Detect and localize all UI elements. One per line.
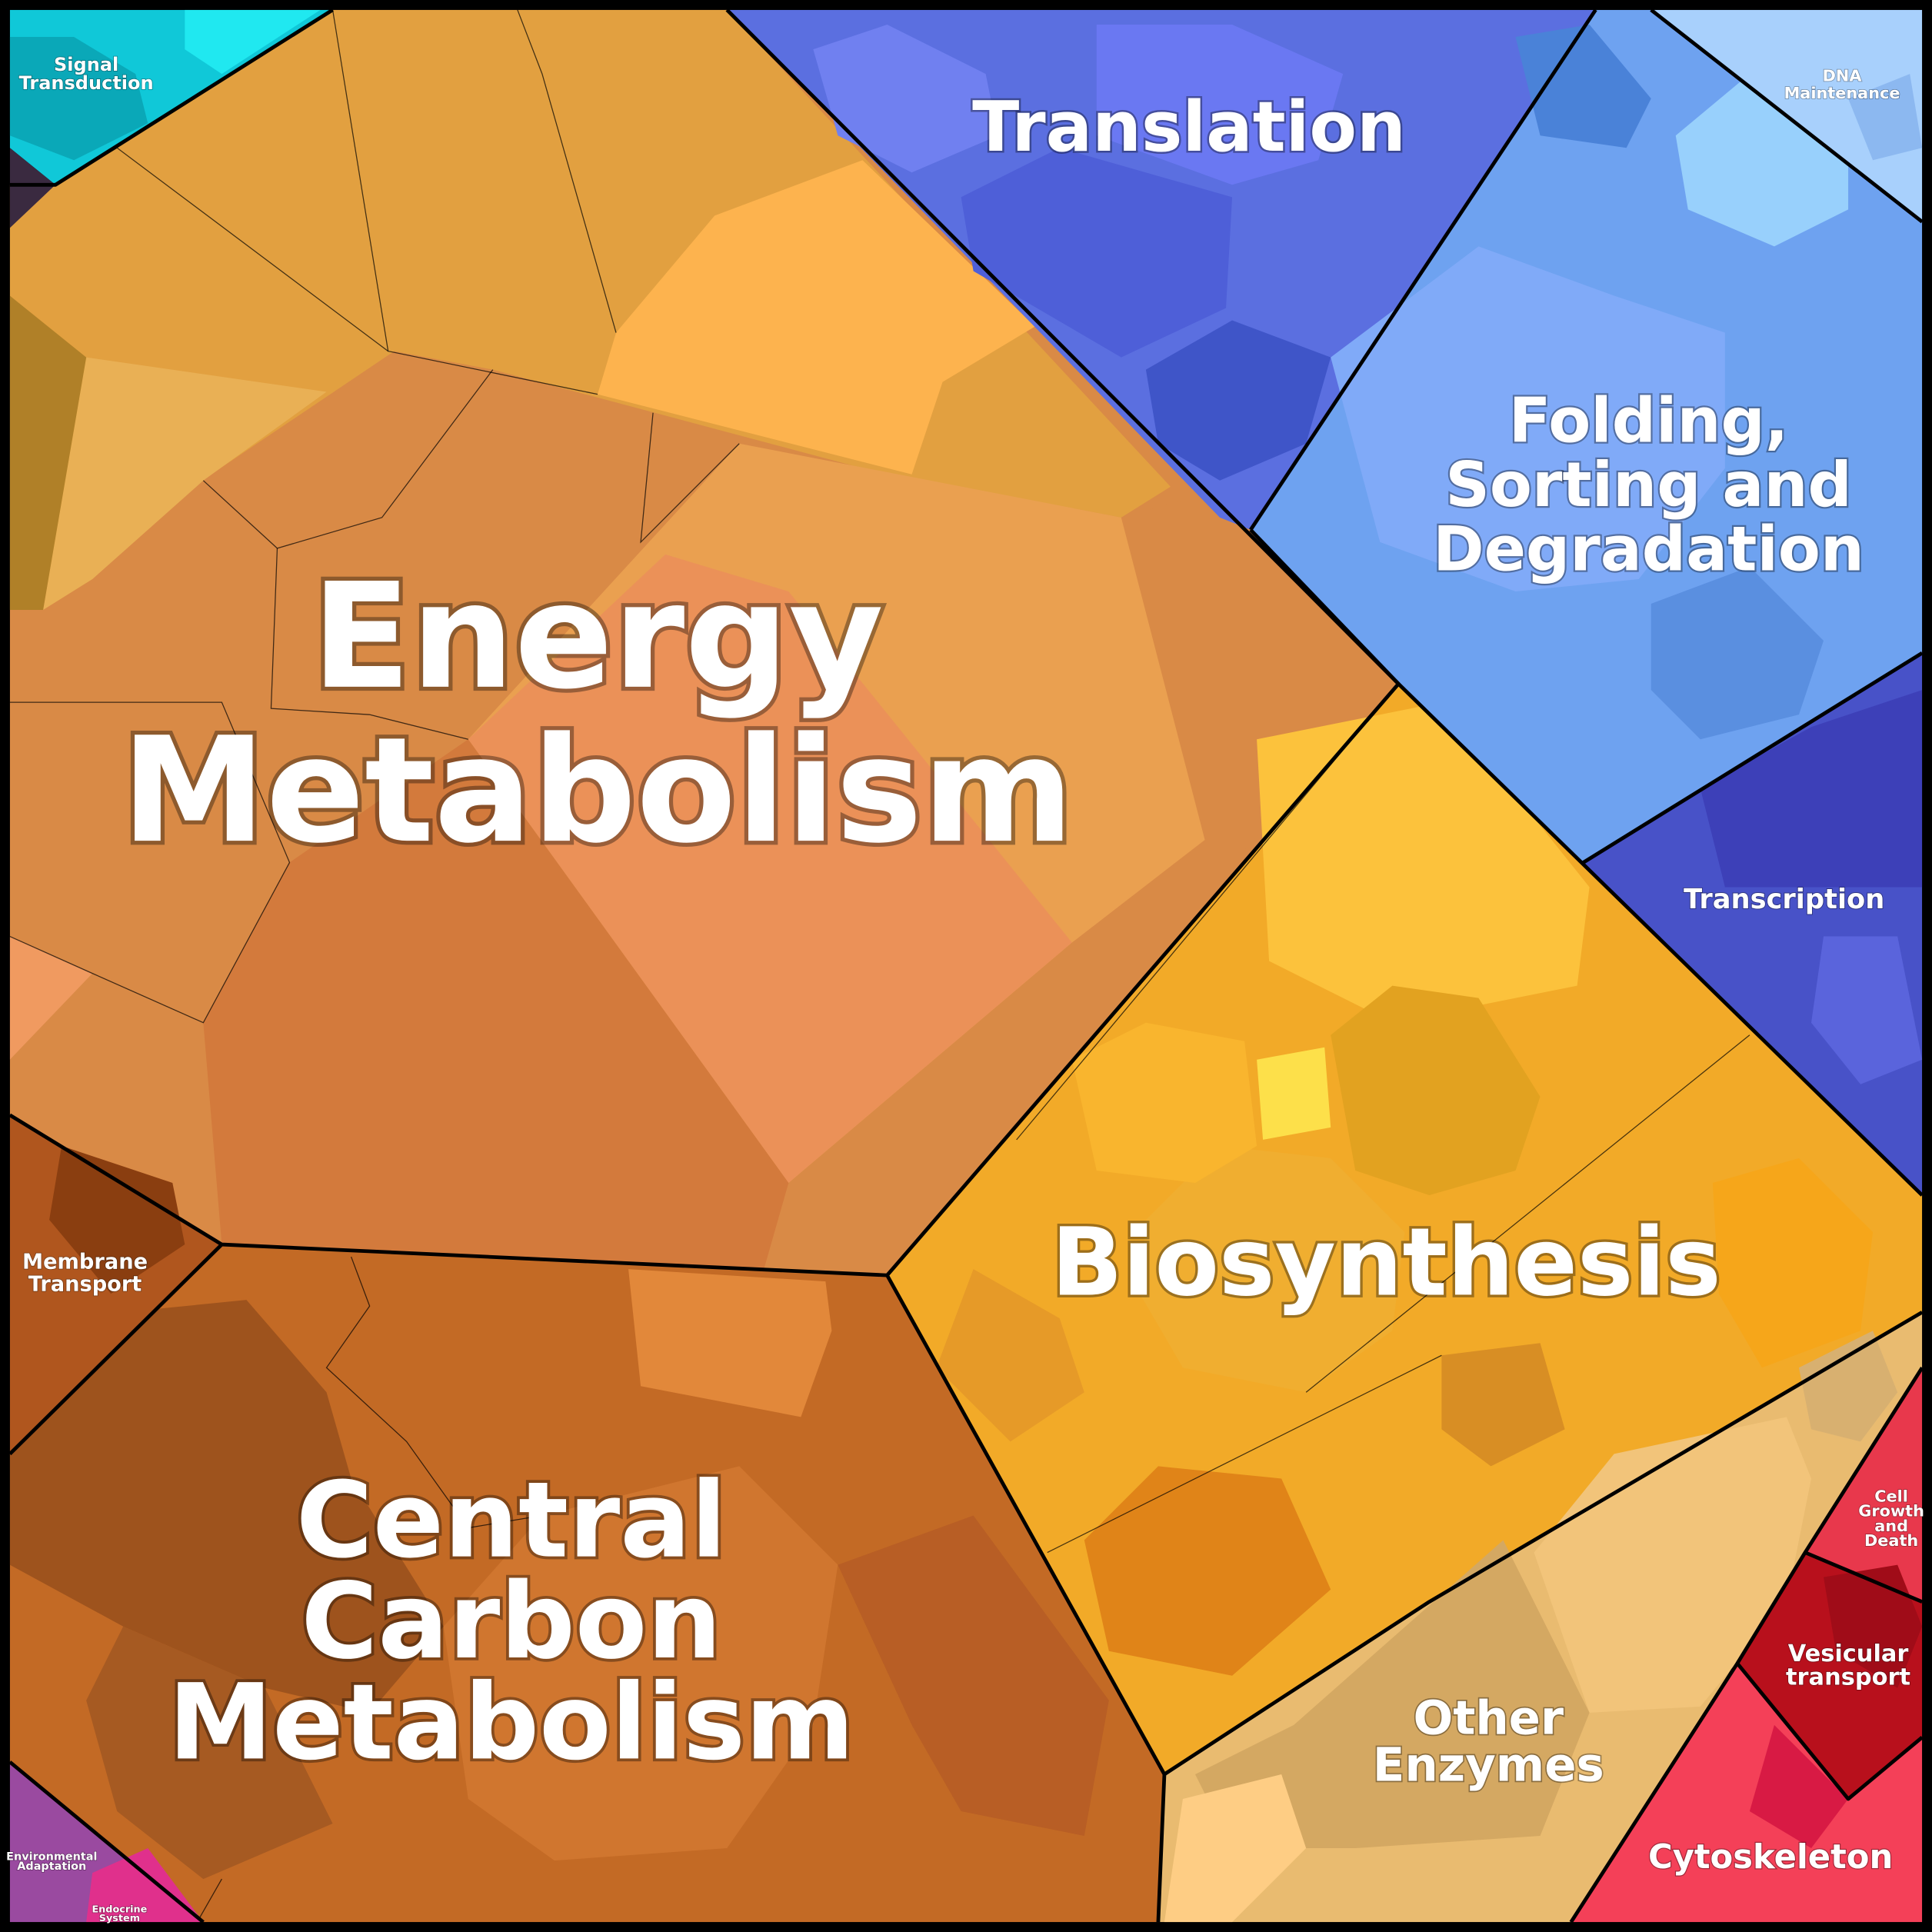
other-enzymes-cell [1798,1331,1898,1442]
signal-cell [9,37,148,161]
biosynthesis-cell [1441,1343,1565,1467]
region-label: Enzymes [1373,1738,1604,1793]
region-label: Central [296,1461,727,1582]
translation-cell [961,148,1233,358]
biosynthesis-cell [936,1269,1084,1442]
region-label: Cell [1874,1487,1908,1505]
region-label: Other [1414,1691,1564,1746]
region-label: Environmental [6,1850,97,1863]
region-label: DNA [1823,66,1862,85]
region-label: Maintenance [1784,84,1900,102]
region-label: Adaptation [17,1860,86,1873]
other-enzymes-cell [1194,1540,1590,1849]
signal-cell [185,9,321,75]
region-label: Cytoskeleton [1648,1838,1893,1877]
central-carbon-cell [443,1466,838,1861]
membrane-transport-cell [49,1145,185,1294]
translation-cell [1096,25,1344,185]
region-label: Vesicular [1788,1641,1909,1667]
region-label: Carbon [301,1561,721,1683]
biosynthesis-cell [1084,1466,1331,1676]
region-label: Membrane [22,1251,148,1274]
region-label: Degradation [1433,513,1864,585]
region-label: Energy [311,552,884,721]
other-dark-region [9,148,56,228]
cytoskeleton-region [1571,1663,1923,1923]
cytoskeleton-cell [1749,1724,1849,1849]
region-label: Metabolism [122,706,1074,875]
central-carbon-cell [628,1269,832,1417]
region-label: Folding, [1509,385,1789,457]
energy-cell [43,357,327,611]
transcription-cell [1700,690,1923,888]
transcription-cell [1811,936,1923,1084]
region-label: System [99,1913,140,1924]
central-carbon-cell [838,1515,1109,1837]
biosynthesis-cell [1139,1145,1405,1393]
energy-cell [597,160,1035,475]
energy-cell [203,739,789,1270]
energy-cell [9,936,93,1060]
biosynthesis-cell [1712,1158,1874,1368]
folding-cell [1651,566,1824,740]
translation-cell [813,25,998,173]
folding-cell [1515,25,1651,148]
cell-growth-region [1804,1367,1923,1602]
vesicular-cell [1824,1564,1923,1688]
region-label: Biosynthesis [1051,1208,1721,1317]
endocrine-region [86,1848,204,1923]
region-label: Death [1864,1531,1918,1550]
central-carbon-cell [86,1626,333,1880]
dna-maintenance-cell [1848,74,1923,161]
region-label: Sorting and [1445,449,1852,521]
folding-cell [1331,246,1725,591]
region-label: Endocrine [92,1904,147,1916]
biosynthesis-cell [1071,1022,1257,1183]
labels: EnergyMetabolismCentralCarbonMetabolismB… [5,53,1924,1925]
other-enzymes-cell [1164,1774,1307,1923]
region-label: Metabolism [168,1662,854,1784]
region-label: Transduction [19,72,154,94]
energy-cell [468,554,1072,1183]
other-enzymes-cell [1534,1417,1811,1713]
region-label: Transcription [1684,884,1884,915]
energy-cell [9,295,87,611]
biosynthesis-cell [1257,702,1590,1023]
region-label: Growth [1858,1502,1924,1521]
translation-cell [1145,320,1331,481]
region-label: transport [1786,1664,1910,1690]
region-label: Transport [28,1272,142,1296]
region-label: Translation [972,88,1406,168]
energy-cell [1121,486,1399,851]
biosynthesis-cell [1257,1047,1331,1140]
biosynthesis-cell [1331,985,1541,1195]
region-label: and [1874,1517,1908,1535]
central-carbon-cell [9,1300,444,1713]
region-label: Signal [54,54,118,75]
